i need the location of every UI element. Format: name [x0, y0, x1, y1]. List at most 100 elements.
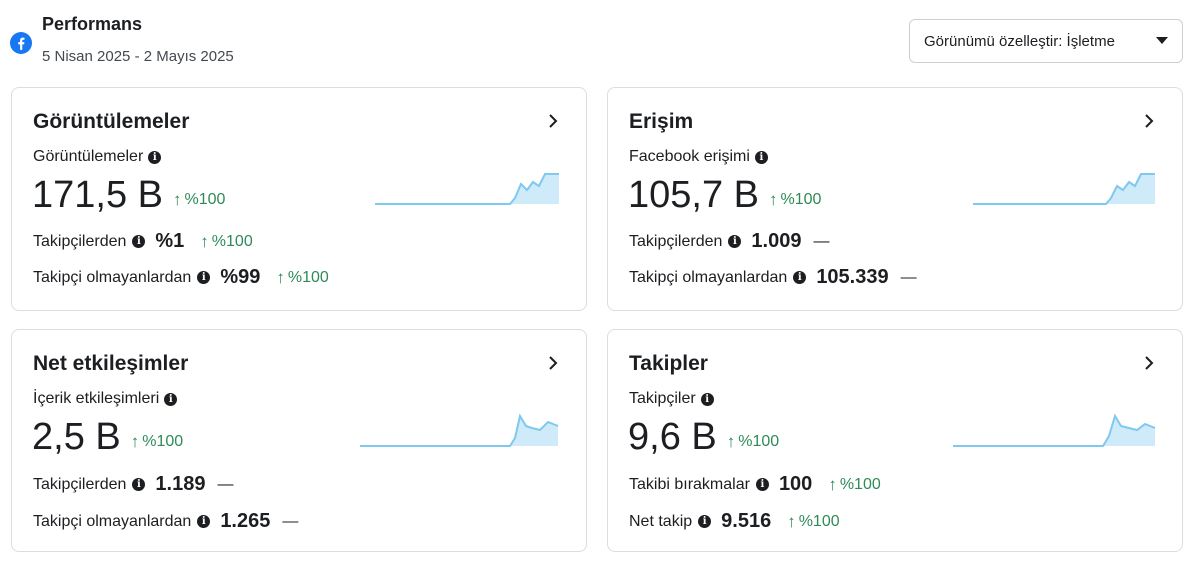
info-icon[interactable]: i: [793, 271, 807, 284]
row-label: Takipçi olmayanlardan: [33, 268, 192, 286]
breakdown-row: Takipçilerden i 1.189 —: [33, 473, 233, 496]
row-change: ↑ %100: [787, 512, 839, 532]
metric-change-text: %100: [184, 191, 226, 208]
metric-value: 171,5 B: [32, 174, 163, 216]
card-title: Görüntülemeler: [33, 110, 190, 133]
card-title: Erişim: [629, 110, 694, 133]
row-value: %99: [220, 266, 261, 288]
card-title: Net etkileşimler: [33, 352, 189, 375]
row-label: Takipçilerden: [33, 232, 127, 250]
card-follows[interactable]: Takipler Takipçiler i 9,6 B ↑ %100 Takibi …: [607, 329, 1183, 552]
row-change: ↑ %100: [200, 232, 252, 252]
row-label: Net takip: [629, 512, 693, 530]
breakdown-row: Takipçilerden i 1.009 —: [629, 230, 829, 253]
breakdown-row: Net takip i 9.516 ↑ %100: [629, 510, 840, 533]
row-change: —: [813, 232, 830, 250]
breakdown-row: Takipçilerden i %1 ↑ %100: [33, 230, 253, 253]
metric-label-text: Görüntülemeler: [33, 148, 144, 165]
row-value: 1.265: [220, 510, 271, 532]
row-change-text: %100: [287, 268, 329, 286]
metric-change: ↑ %100: [173, 190, 225, 210]
row-change-text: %100: [211, 232, 253, 250]
chevron-right-icon[interactable]: [1142, 354, 1156, 372]
sparkline-chart: [973, 173, 1155, 205]
row-label: Takipçi olmayanlardan: [629, 268, 788, 286]
metric-label-text: Takipçiler: [629, 390, 696, 407]
performance-header: Performans 5 Nisan 2025 - 2 Mayıs 2025 G…: [0, 0, 1200, 80]
row-value: 1.009: [751, 230, 802, 252]
arrow-up-icon: ↑: [276, 267, 285, 287]
row-value: 1.189: [155, 473, 206, 495]
info-icon[interactable]: i: [148, 150, 162, 164]
info-icon[interactable]: i: [164, 392, 178, 406]
arrow-up-icon: ↑: [726, 432, 736, 451]
customize-view-dropdown[interactable]: Görünümü özelleştir: İşletme: [909, 19, 1183, 63]
metric-change-text: %100: [780, 191, 822, 208]
row-change: —: [900, 268, 917, 286]
breakdown-row: Takibi bırakmalar i 100 ↑ %100: [629, 473, 881, 496]
metric-change: ↑ %100: [131, 432, 183, 452]
metric-change-text: %100: [738, 433, 780, 450]
row-label: Takipçi olmayanlardan: [33, 512, 192, 530]
metric-label: Takipçiler i: [629, 390, 714, 408]
row-change-text: %100: [839, 475, 881, 493]
sparkline-chart: [375, 173, 559, 205]
info-icon[interactable]: i: [132, 478, 146, 491]
arrow-up-icon: ↑: [828, 474, 837, 494]
info-icon[interactable]: i: [755, 478, 769, 491]
metric-value: 9,6 B: [628, 416, 717, 458]
arrow-up-icon: ↑: [787, 511, 796, 531]
metric-change: ↑ %100: [727, 432, 779, 452]
info-icon[interactable]: i: [197, 515, 211, 528]
row-change: —: [282, 512, 299, 530]
arrow-up-icon: ↑: [130, 432, 140, 451]
metric-change-text: %100: [142, 433, 184, 450]
metric-label: Görüntülemeler i: [33, 148, 162, 166]
card-title: Takipler: [629, 352, 708, 375]
card-net-interactions[interactable]: Net etkileşimler İçerik etkileşimleri i 2…: [11, 329, 587, 552]
row-change: ↑ %100: [276, 268, 328, 288]
breakdown-row: Takipçi olmayanlardan i %99 ↑ %100: [33, 266, 329, 289]
row-change: —: [217, 475, 234, 493]
arrow-up-icon: ↑: [173, 190, 182, 209]
card-views[interactable]: Görüntülemeler Görüntülemeler i 171,5 B ↑…: [11, 87, 587, 311]
row-change-text: %100: [798, 512, 840, 530]
sparkline-chart: [360, 413, 559, 447]
info-icon[interactable]: i: [700, 392, 714, 406]
row-change: ↑ %100: [828, 475, 880, 495]
metric-value-row: 105,7 B ↑ %100: [628, 174, 821, 217]
breakdown-row: Takipçi olmayanlardan i 105.339 —: [629, 266, 917, 289]
row-value: %1: [155, 230, 185, 252]
page-title: Performans: [42, 14, 143, 34]
metric-label: Facebook erişimi i: [629, 148, 768, 166]
caret-down-icon: [1156, 37, 1168, 44]
row-value: 100: [778, 473, 813, 495]
chevron-right-icon[interactable]: [1142, 112, 1156, 130]
metric-value: 2,5 B: [32, 416, 121, 458]
metric-label: İçerik etkileşimleri i: [33, 390, 178, 408]
row-label: Takipçilerden: [629, 232, 723, 250]
arrow-up-icon: ↑: [200, 231, 209, 251]
chevron-right-icon[interactable]: [546, 112, 560, 130]
arrow-up-icon: ↑: [769, 190, 778, 209]
metric-value-row: 9,6 B ↑ %100: [628, 416, 779, 459]
row-value: 9.516: [721, 510, 772, 532]
row-label: Takipçilerden: [33, 475, 127, 493]
date-range: 5 Nisan 2025 - 2 Mayıs 2025: [42, 48, 234, 65]
metric-label-text: Facebook erişimi: [629, 148, 750, 165]
customize-view-label: Görünümü özelleştir: İşletme: [924, 32, 1115, 50]
metric-label-text: İçerik etkileşimleri: [33, 390, 160, 407]
info-icon[interactable]: i: [754, 150, 768, 164]
metric-value-row: 171,5 B ↑ %100: [32, 174, 225, 217]
info-icon[interactable]: i: [698, 515, 712, 528]
metric-value: 105,7 B: [628, 174, 759, 216]
row-value: 105.339: [816, 266, 889, 288]
chevron-right-icon[interactable]: [546, 354, 560, 372]
sparkline-chart: [953, 413, 1156, 447]
info-icon[interactable]: i: [728, 235, 742, 248]
metric-value-row: 2,5 B ↑ %100: [32, 416, 183, 459]
card-reach[interactable]: Erişim Facebook erişimi i 105,7 B ↑ %100 T…: [607, 87, 1183, 311]
info-icon[interactable]: i: [197, 271, 211, 284]
metric-change: ↑ %100: [769, 190, 821, 210]
info-icon[interactable]: i: [132, 235, 146, 248]
